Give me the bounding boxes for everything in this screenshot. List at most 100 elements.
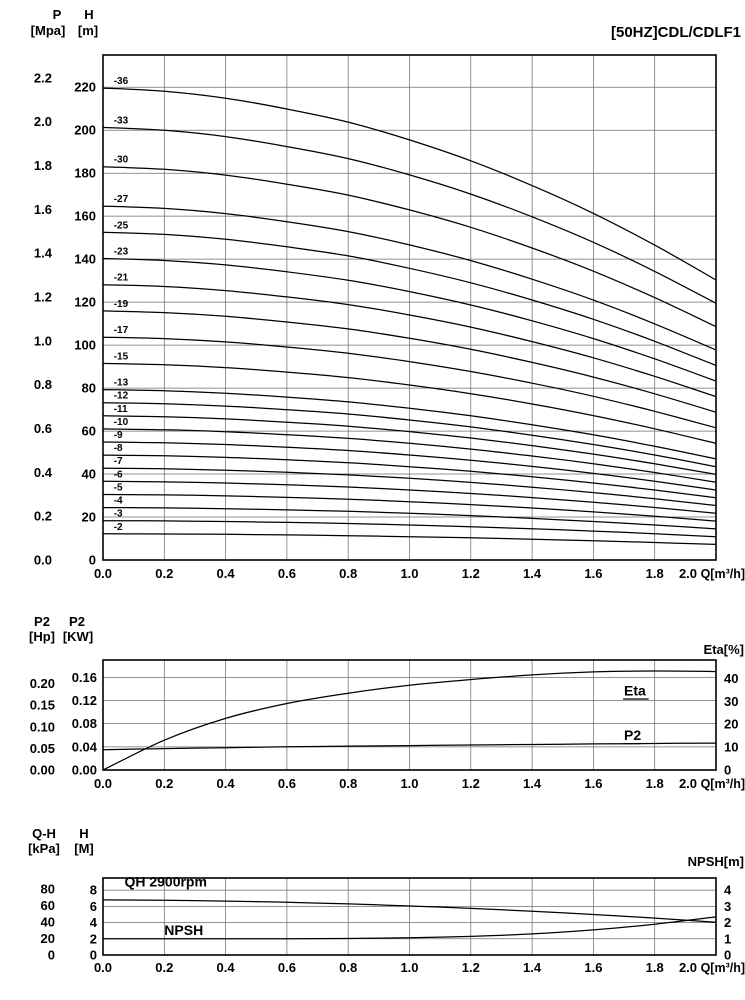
x-tick-label: 0.0 — [94, 776, 112, 791]
stage-curve-label: -9 — [114, 430, 123, 441]
stage-curve-label: -12 — [114, 391, 129, 402]
stage-curve-7 — [102, 467, 717, 507]
h-axis-tick: 220 — [74, 80, 96, 95]
qh-axis-name: Q-H — [32, 826, 56, 841]
x-tick-label: 1.2 — [462, 566, 480, 581]
h-axis-tick: 40 — [82, 467, 96, 482]
h-axis-tick: 180 — [74, 166, 96, 181]
stage-curve-label: -5 — [114, 482, 123, 493]
x-tick-label: 0.2 — [155, 566, 173, 581]
p2-kw-axis-name: P2 — [69, 614, 85, 629]
series-curve-p2 — [102, 742, 717, 751]
x-tick-label: 1.0 — [400, 960, 418, 975]
x-tick-label: 0.6 — [278, 566, 296, 581]
p-axis-tick: 1.0 — [34, 333, 52, 348]
x-tick-label: 0.6 — [278, 776, 296, 791]
p-axis-name: P — [53, 7, 62, 22]
p2-hp-axis-tick: 0.00 — [30, 763, 55, 778]
stage-curve-25 — [102, 231, 717, 367]
stage-curve-label: -23 — [114, 247, 129, 258]
series-label: NPSH — [164, 922, 203, 938]
stage-curve-36 — [102, 87, 717, 281]
x-tick-label: 1.6 — [584, 566, 602, 581]
stage-curve-label: -4 — [114, 496, 123, 507]
kpa-axis-tick: 40 — [41, 914, 55, 929]
npsh-axis-tick: 3 — [724, 899, 731, 914]
x-tick-label: 1.2 — [462, 776, 480, 791]
p2-hp-axis-unit: [Hp] — [29, 629, 55, 644]
p2-hp-axis-name: P2 — [34, 614, 50, 629]
h-axis-tick: 100 — [74, 338, 96, 353]
x-tick-label: 0.2 — [155, 960, 173, 975]
p2-kw-axis-tick: 0.16 — [72, 670, 97, 685]
npsh-axis-tick: 0 — [724, 948, 731, 963]
x-tick-label: 2.0 — [679, 776, 697, 791]
kpa-axis-tick: 0 — [48, 948, 55, 963]
stage-curve-label: -3 — [114, 509, 123, 520]
charts-layer: 2.22.01.81.61.41.21.00.80.60.40.20.02202… — [30, 54, 738, 975]
stage-curve-15 — [102, 362, 717, 444]
x-tick-label: 1.0 — [400, 566, 418, 581]
chart-title: [50HZ]CDL/CDLF1 — [611, 24, 741, 41]
x-axis-unit-middle: Q[m³/h] — [701, 777, 745, 791]
kpa-axis-tick: 20 — [41, 931, 55, 946]
eta-axis-name: Eta[%] — [704, 642, 744, 657]
p-axis-tick: 1.6 — [34, 202, 52, 217]
p-axis-tick: 1.2 — [34, 290, 52, 305]
eta-axis-tick: 20 — [724, 717, 738, 732]
stage-curve-17 — [102, 336, 717, 429]
stage-curve-label: -7 — [114, 456, 123, 467]
h-axis-unit: [m] — [78, 23, 98, 38]
x-tick-label: 0.0 — [94, 960, 112, 975]
series-curve-npsh — [103, 916, 717, 940]
hm-axis-tick: 2 — [90, 931, 97, 946]
x-tick-label: 0.8 — [339, 960, 357, 975]
stage-curve-label: -27 — [114, 194, 129, 205]
p-axis-tick: 0.2 — [34, 509, 52, 524]
stage-curve-label: -33 — [114, 115, 129, 126]
x-tick-label: 0.2 — [155, 776, 173, 791]
p-axis-tick: 2.2 — [34, 70, 52, 85]
stage-curve-3 — [102, 520, 717, 538]
p-axis-tick: 0.6 — [34, 421, 52, 436]
series-curve-eta — [102, 670, 717, 771]
stage-curve-label: -13 — [114, 378, 129, 389]
series-curve-qh — [102, 899, 717, 923]
power-plot-frame — [102, 659, 717, 771]
x-tick-label: 0.4 — [217, 566, 236, 581]
x-tick-label: 0.8 — [339, 566, 357, 581]
p2-hp-axis-tick: 0.10 — [30, 719, 55, 734]
stage-curve-label: -2 — [114, 522, 123, 533]
eta-axis-tick: 40 — [724, 671, 738, 686]
x-tick-label: 2.0 — [679, 566, 697, 581]
kpa-axis-tick: 60 — [41, 898, 55, 913]
stage-curve-label: -19 — [114, 299, 129, 310]
hm-axis-name: H — [79, 826, 88, 841]
series-label: Eta — [624, 683, 646, 699]
p2-hp-axis-tick: 0.20 — [30, 676, 55, 691]
h-axis-tick: 80 — [82, 381, 96, 396]
x-tick-label: 0.4 — [217, 960, 236, 975]
stage-curve-13 — [102, 388, 717, 460]
stage-curve-label: -25 — [114, 220, 129, 231]
x-tick-label: 1.0 — [400, 776, 418, 791]
stage-curve-label: -30 — [114, 155, 129, 166]
stage-curve-12 — [102, 402, 717, 468]
eta-axis-tick: 30 — [724, 694, 738, 709]
h-axis-tick: 60 — [82, 424, 96, 439]
p2-hp-axis-tick: 0.05 — [30, 741, 55, 756]
x-tick-label: 1.6 — [584, 960, 602, 975]
eta-axis-tick: 0 — [724, 763, 731, 778]
x-tick-label: 0.0 — [94, 566, 112, 581]
series-label: P2 — [624, 727, 641, 743]
x-tick-label: 1.8 — [646, 960, 664, 975]
x-tick-label: 2.0 — [679, 960, 697, 975]
x-tick-label: 1.4 — [523, 960, 542, 975]
stage-curve-label: -6 — [114, 469, 123, 480]
hm-axis-tick: 4 — [90, 915, 98, 930]
stage-curve-2 — [102, 533, 717, 546]
npsh-axis-tick: 1 — [724, 931, 731, 946]
p-axis-tick: 2.0 — [34, 114, 52, 129]
stage-curve-5 — [102, 493, 717, 522]
